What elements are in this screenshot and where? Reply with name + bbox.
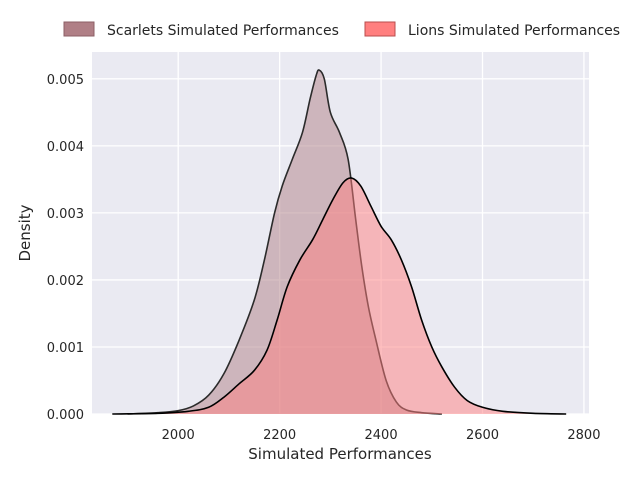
x-axis-label: Simulated Performances [248, 445, 432, 463]
x-tick-label: 2800 [567, 428, 600, 443]
legend-label-scarlets: Scarlets Simulated Performances [107, 23, 339, 39]
legend-label-lions: Lions Simulated Performances [408, 23, 620, 39]
legend: Scarlets Simulated Performances Lions Si… [63, 21, 620, 39]
x-tick-label: 2600 [466, 428, 499, 443]
y-tick-label: 0.003 [47, 207, 84, 222]
y-tick-label: 0.000 [47, 408, 84, 423]
density-line-lions [112, 177, 567, 415]
y-tick-label: 0.001 [47, 341, 84, 356]
legend-swatch-scarlets [63, 21, 95, 37]
y-tick-label: 0.004 [47, 140, 84, 155]
density-area-lions [112, 177, 567, 414]
x-tick-label: 2400 [365, 428, 398, 443]
legend-swatch-lions [364, 21, 396, 37]
y-tick-label: 0.005 [47, 73, 84, 88]
y-tick-label: 0.002 [47, 274, 84, 289]
y-axis-label: Density [16, 204, 34, 261]
x-tick-labels: 2000 2200 2400 2600 2800 [162, 428, 601, 443]
x-tick-label: 2200 [263, 428, 296, 443]
x-tick-label: 2000 [162, 428, 195, 443]
density-areas [112, 69, 567, 415]
y-tick-labels: 0.000 0.001 0.002 0.003 0.004 0.005 [47, 73, 84, 423]
